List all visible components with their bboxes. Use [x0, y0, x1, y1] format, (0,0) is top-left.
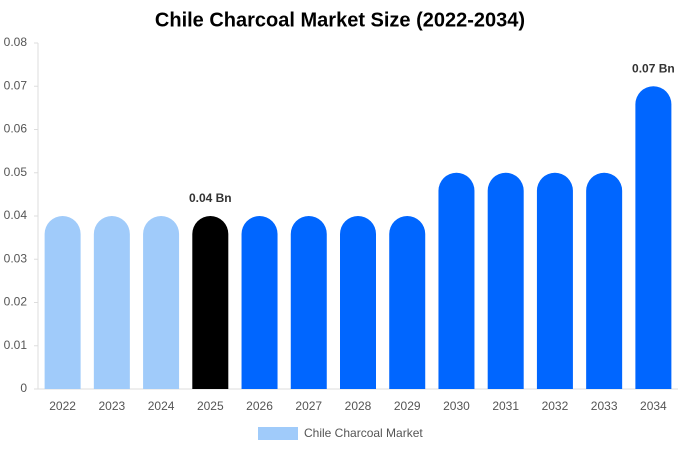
y-tick-label: 0.06 [4, 122, 28, 136]
x-tick-label: 2023 [98, 399, 125, 413]
bar [586, 172, 623, 389]
legend-swatch [258, 427, 298, 440]
x-tick-label: 2033 [591, 399, 618, 413]
y-tick-label: 0.07 [4, 78, 28, 92]
y-tick-label: 0.08 [4, 35, 28, 49]
x-tick-label: 2031 [492, 399, 519, 413]
x-tick-label: 2026 [246, 399, 273, 413]
bar [438, 172, 475, 389]
x-tick-label: 2034 [640, 399, 667, 413]
y-tick-label: 0.04 [4, 208, 28, 222]
x-tick-label: 2024 [148, 399, 175, 413]
bar [635, 86, 672, 389]
bar [241, 216, 278, 389]
x-tick-label: 2022 [49, 399, 76, 413]
bar [44, 215, 81, 389]
chart-title: Chile Charcoal Market Size (2022-2034) [155, 9, 525, 31]
bar [192, 216, 229, 389]
bar [536, 172, 573, 389]
x-tick-label: 2029 [394, 399, 421, 413]
x-tick-label: 2030 [443, 399, 470, 413]
x-tick-label: 2027 [295, 399, 322, 413]
x-tick-label: 2025 [197, 399, 224, 413]
y-tick-label: 0.03 [4, 251, 28, 265]
data-label: 0.07 Bn [632, 61, 675, 75]
y-tick-label: 0.02 [4, 295, 28, 309]
bar [143, 216, 180, 389]
bar [340, 216, 376, 389]
bar [290, 216, 327, 389]
data-label: 0.04 Bn [189, 191, 232, 205]
x-tick-label: 2032 [542, 399, 569, 413]
y-tick-label: 0.05 [4, 165, 28, 179]
bar [389, 216, 426, 389]
y-tick-label: 0.01 [4, 338, 28, 352]
bar [487, 172, 524, 389]
y-tick-label: 0 [20, 381, 27, 395]
x-tick-label: 2028 [345, 399, 372, 413]
legend-label: Chile Charcoal Market [304, 426, 423, 440]
bar [93, 216, 130, 389]
